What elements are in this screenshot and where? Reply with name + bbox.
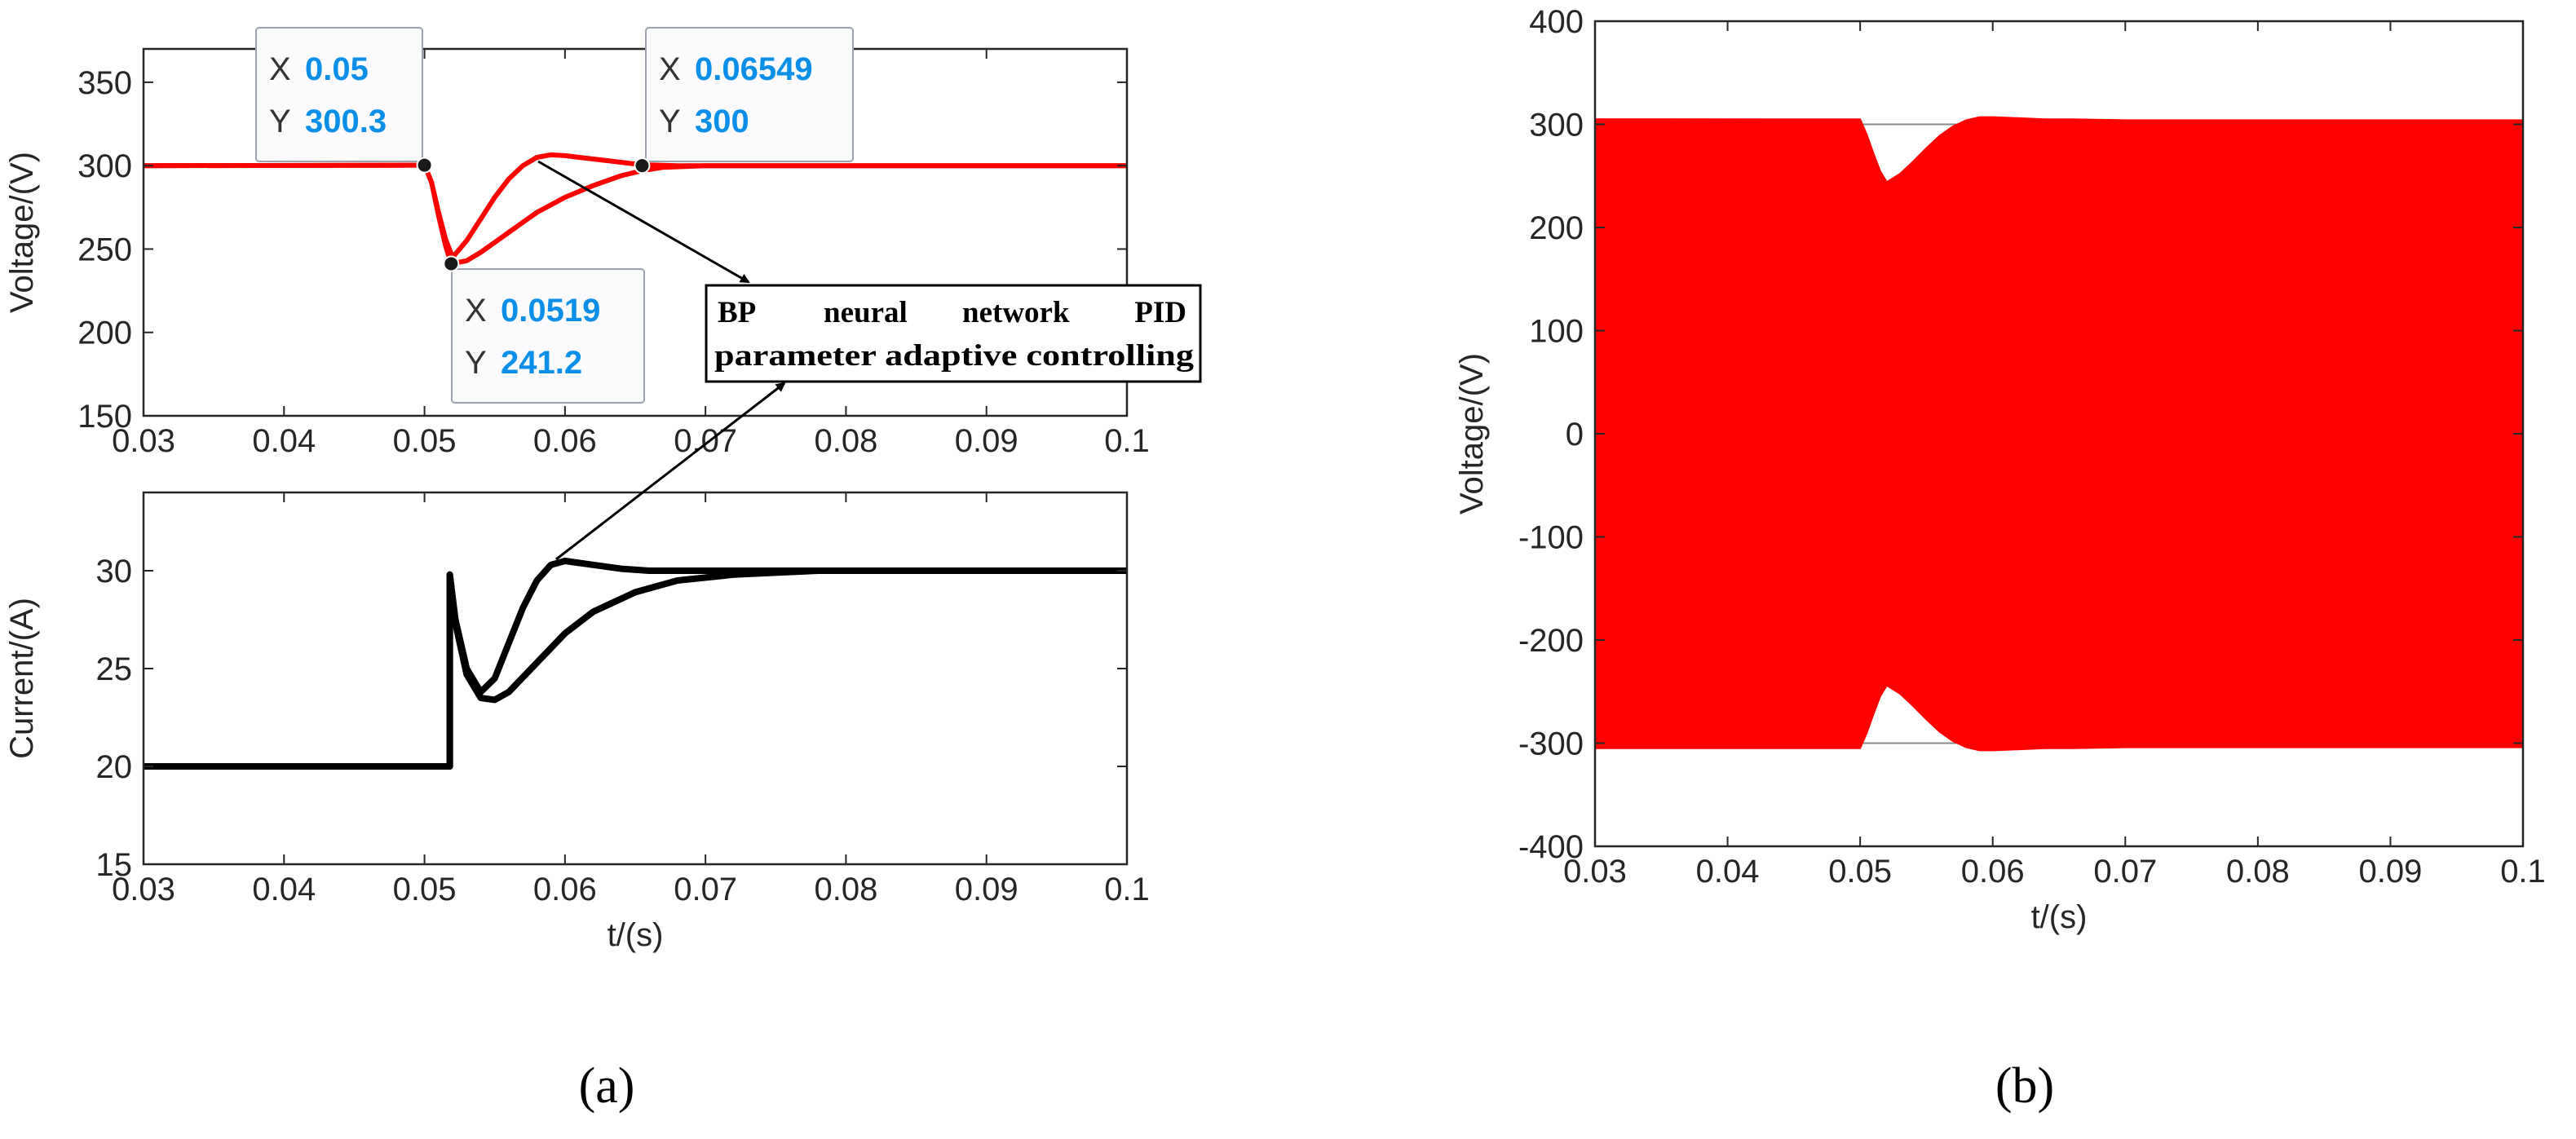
y-tick-label: 300 <box>77 148 132 184</box>
y-axis-label: Current/(A) <box>4 598 40 759</box>
x-tick-label: 0.09 <box>2358 854 2422 890</box>
y-axis-label: Voltage/(V) <box>1454 353 1490 514</box>
x-tick-label: 0.08 <box>2226 854 2290 890</box>
datatip-marker <box>634 157 651 174</box>
datatip-box <box>451 268 645 404</box>
x-tick-label: 0.05 <box>393 423 457 459</box>
y-tick-label: 20 <box>96 749 133 785</box>
x-axis-label: t/(s) <box>2031 899 2088 935</box>
panel-label-a: (a) <box>579 1058 635 1114</box>
x-tick-label: 0.08 <box>814 423 877 459</box>
datatip-box <box>255 27 423 162</box>
x-tick-label: 0.07 <box>674 423 737 459</box>
x-tick-label: 0.04 <box>252 423 316 459</box>
annotation-arrow <box>537 160 750 284</box>
x-tick-label: 0.06 <box>1961 854 2025 890</box>
x-tick-label: 0.03 <box>112 423 175 459</box>
datatip-marker <box>416 157 433 174</box>
x-tick-label: 0.03 <box>112 872 175 907</box>
datatip-marker <box>443 255 460 272</box>
y-tick-label: 400 <box>1529 4 1584 40</box>
datatip-x-value: 0.05 <box>305 51 369 87</box>
datatip-x-key: X <box>269 51 291 87</box>
voltage-axes-a: 0.03 0.04 0.05 0.06 0.07 0.08 0.09 0.1 150 200 250… <box>4 27 1150 459</box>
y-tick-label: 150 <box>77 399 132 435</box>
datatip-box <box>645 27 854 162</box>
x-tick-label: 0.09 <box>955 872 1018 907</box>
annotation-word: network <box>962 296 1070 329</box>
y-tick-label: -300 <box>1518 726 1584 762</box>
datatip-x-key: X <box>659 51 681 87</box>
y-tick-label: -400 <box>1518 829 1584 865</box>
datatip-y-value: 300.3 <box>305 104 387 139</box>
voltage-envelope-area <box>1594 116 2524 752</box>
datatip: X 0.06549 Y 300 <box>634 27 854 174</box>
x-tick-label: 0.1 <box>2500 854 2546 890</box>
axes-frame <box>142 491 1129 866</box>
x-tick-label: 0.07 <box>674 872 737 907</box>
annotation-word: BP <box>718 296 756 329</box>
datatip: X 0.0519 Y 241.2 <box>443 255 645 404</box>
x-tick-label: 0.09 <box>955 423 1018 459</box>
datatip-x-value: 0.0519 <box>501 293 600 329</box>
y-tick-label: 15 <box>96 847 133 883</box>
current-axes-a: 0.03 0.04 0.05 0.06 0.07 0.08 0.09 0.1 15 20 25 30 C… <box>4 491 1150 953</box>
x-tick-label: 0.04 <box>252 872 316 907</box>
axes-frame <box>142 47 1129 417</box>
annotation-word: neural <box>824 296 908 329</box>
x-tick-label: 0.03 <box>1563 854 1627 890</box>
x-axis-label: t/(s) <box>608 917 664 953</box>
y-tick-label: 100 <box>1529 314 1584 350</box>
x-tick-label: 0.1 <box>1104 423 1150 459</box>
y-axis-label: Voltage/(V) <box>4 152 40 313</box>
y-tick-label: 0 <box>1566 417 1584 453</box>
x-tick-label: 0.04 <box>1696 854 1760 890</box>
voltage-series-line <box>143 162 1127 267</box>
datatip-y-key: Y <box>269 104 291 139</box>
y-tick-label: 300 <box>1529 108 1584 143</box>
y-tick-label: 350 <box>77 65 132 101</box>
annotation-line2: parameter adaptive controlling <box>714 339 1195 373</box>
datatip-y-value: 241.2 <box>501 345 582 381</box>
voltage-axes-b: 0.03 0.04 0.05 0.06 0.07 0.08 0.09 0.1 -400 -300 -… <box>1454 4 2546 935</box>
y-tick-label: 250 <box>77 232 132 267</box>
datatip-y-key: Y <box>659 104 681 139</box>
current-series-line <box>144 567 1127 770</box>
datatip-x-key: X <box>465 293 487 329</box>
x-tick-label: 0.07 <box>2093 854 2157 890</box>
x-tick-label: 0.1 <box>1104 872 1150 907</box>
y-tick-label: 30 <box>96 554 133 589</box>
x-tick-label: 0.06 <box>533 423 597 459</box>
annotation-box <box>705 284 1202 383</box>
annotation-arrow <box>555 382 786 561</box>
x-tick-label: 0.05 <box>393 872 457 907</box>
datatip-y-key: Y <box>465 345 487 381</box>
datatip-x-value: 0.06549 <box>695 51 813 87</box>
datatip-y-value: 300 <box>695 104 749 139</box>
annotation-group: BP neural network PID parameter adaptive… <box>537 160 1202 561</box>
x-tick-label: 0.08 <box>814 872 877 907</box>
y-tick-label: -100 <box>1518 520 1584 556</box>
y-tick-label: -200 <box>1518 623 1584 659</box>
y-tick-label: 200 <box>1529 210 1584 246</box>
x-tick-label: 0.06 <box>533 872 597 907</box>
datatip: X 0.05 Y 300.3 <box>255 27 433 174</box>
y-tick-label: 25 <box>96 651 133 687</box>
x-tick-label: 0.05 <box>1828 854 1892 890</box>
panel-label-b: (b) <box>1995 1058 2054 1114</box>
annotation-word: PID <box>1134 296 1186 329</box>
y-tick-label: 200 <box>77 316 132 351</box>
